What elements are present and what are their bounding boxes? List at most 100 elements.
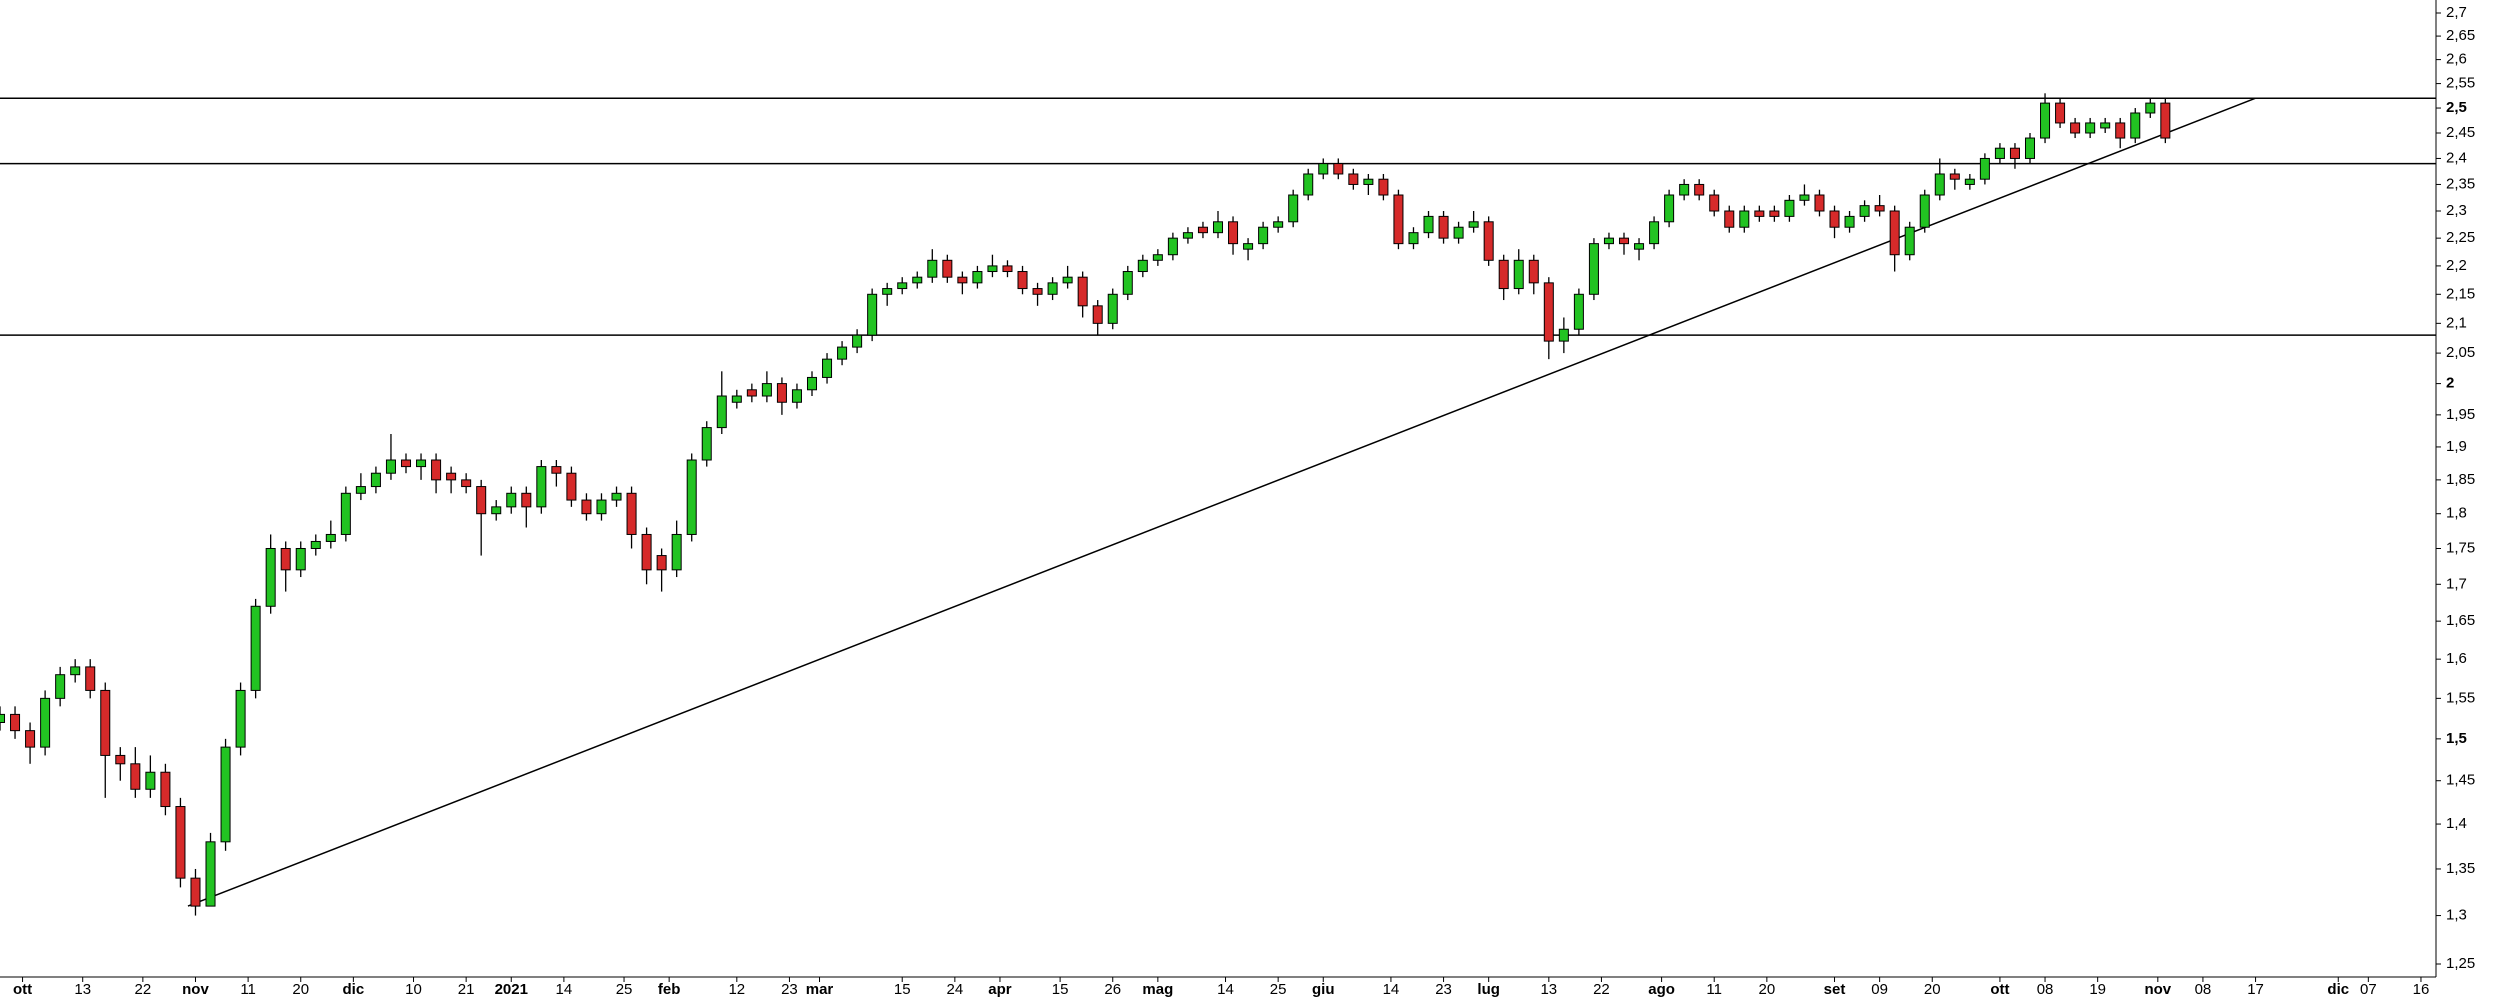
candle-body (461, 479, 472, 488)
candle-body (1558, 328, 1569, 342)
candle-body (1543, 282, 1554, 342)
candle-body (1122, 271, 1133, 295)
candle-body (1754, 210, 1765, 217)
candle-body (130, 763, 141, 790)
y-tick-label: 2,6 (2446, 51, 2467, 68)
y-tick-label: 1,45 (2446, 772, 2475, 789)
x-tick-label: 11 (1706, 981, 1722, 998)
y-tick-label: 1,55 (2446, 689, 2475, 706)
y-tick-label: 1,8 (2446, 505, 2467, 522)
candle-body (1062, 276, 1073, 284)
candle-body (235, 689, 246, 748)
y-tick-label: 1,9 (2446, 438, 2467, 455)
candle-body (761, 383, 772, 397)
y-tick-label: 2,5 (2446, 99, 2467, 116)
y-tick-label: 2,35 (2446, 175, 2475, 192)
candle-body (791, 389, 802, 403)
candle-body (1513, 259, 1524, 290)
candle-body (1423, 215, 1434, 234)
candle-body (1152, 254, 1163, 261)
candle-body (1874, 205, 1885, 212)
candle-body (416, 459, 427, 468)
candle-body (641, 533, 652, 571)
candle-body (115, 754, 126, 765)
candle-body (55, 674, 66, 699)
x-tick-label: 13 (74, 981, 91, 998)
x-tick-label: 15 (894, 981, 911, 998)
x-tick-label: nov (2144, 981, 2171, 998)
y-tick-label: 1,4 (2446, 815, 2467, 832)
candle-body (1919, 194, 1930, 228)
x-tick-label: nov (182, 981, 209, 998)
candle-body (912, 276, 923, 284)
candle-body (1964, 178, 1975, 185)
candle-body (837, 346, 848, 360)
x-tick-label: 08 (2037, 981, 2054, 998)
candle-body (1393, 194, 1404, 245)
candle-body (1137, 259, 1148, 273)
x-tick-label: 10 (405, 981, 422, 998)
x-tick-label: 2021 (495, 981, 528, 998)
candle-body (942, 259, 953, 278)
candle-body (175, 806, 186, 879)
candle-body (746, 389, 757, 397)
y-tick-label: 2,2 (2446, 257, 2467, 274)
candle-body (446, 472, 457, 481)
candle-body (1273, 221, 1284, 228)
x-tick-label: 21 (458, 981, 475, 998)
x-tick-label: 16 (2413, 981, 2430, 998)
candle-body (1077, 276, 1088, 307)
candle-body (1588, 243, 1599, 295)
candle-body (205, 841, 216, 907)
candle-body (385, 459, 396, 474)
candle-body (1182, 232, 1193, 239)
y-tick-label: 2,55 (2446, 75, 2475, 92)
candle-body (370, 472, 381, 488)
candle-body (1709, 194, 1720, 212)
candle-body (1212, 221, 1224, 234)
x-tick-label: 13 (1540, 981, 1557, 998)
candle-body (1784, 199, 1795, 217)
candle-body (867, 293, 878, 336)
candle-body (1528, 259, 1539, 284)
x-tick-label: 19 (2089, 981, 2106, 998)
candle-body (2145, 102, 2156, 114)
candle-body (2040, 102, 2051, 139)
candle-body (310, 540, 321, 549)
candle-body (1303, 173, 1314, 196)
y-tick-label: 1,7 (2446, 575, 2467, 592)
y-tick-label: 1,65 (2446, 612, 2475, 629)
candle-body (806, 376, 818, 391)
x-tick-label: apr (988, 981, 1012, 998)
candle-body (566, 472, 577, 501)
y-tick-label: 2,65 (2446, 27, 2475, 44)
candle-body (671, 533, 682, 571)
x-tick-label: 20 (292, 981, 309, 998)
y-tick-label: 1,25 (2446, 955, 2475, 972)
candle-body (1934, 173, 1945, 196)
x-tick-label: 14 (556, 981, 573, 998)
candle-body (1002, 265, 1013, 273)
candle-body (611, 492, 622, 501)
x-tick-label: 25 (1270, 981, 1287, 998)
candle-body (1844, 215, 1855, 228)
candle-body (1032, 288, 1043, 295)
x-tick-label: ago (1648, 981, 1675, 998)
candle-body (1453, 226, 1464, 239)
candle-body (521, 492, 532, 508)
x-tick-label: 22 (135, 981, 152, 998)
candle-body (686, 459, 697, 535)
y-tick-label: 2,1 (2446, 314, 2467, 331)
y-tick-label: 2 (2446, 375, 2454, 392)
candle-body (265, 547, 276, 607)
candle-body (972, 271, 983, 284)
candle-body (1994, 147, 2005, 159)
x-tick-label: 09 (1871, 981, 1888, 998)
y-tick-label: 1,35 (2446, 860, 2475, 877)
candle-body (656, 555, 667, 571)
candle-body (476, 486, 487, 515)
candle-body (2160, 102, 2171, 139)
candle-body (1664, 194, 1675, 223)
candle-body (1468, 221, 1479, 228)
candle-body (957, 276, 968, 284)
